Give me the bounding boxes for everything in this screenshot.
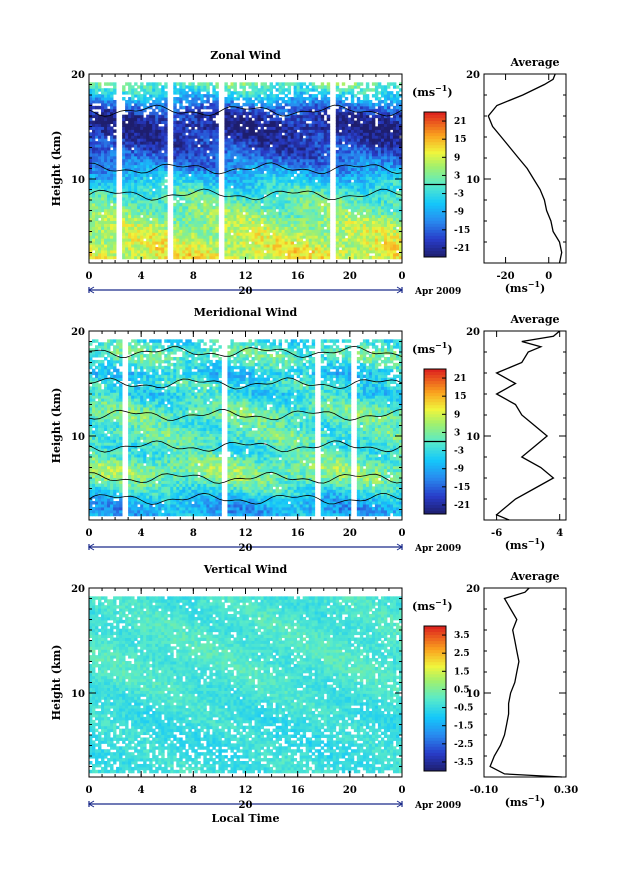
average-unit: (ms−1) (505, 279, 546, 295)
y-tick-label: 20 (71, 327, 85, 338)
colorbar-tick-label: -15 (454, 483, 470, 493)
average-y-tick-label: 10 (466, 432, 480, 443)
x-tick-label: 16 (291, 271, 305, 282)
colorbar: (ms−1)3.52.51.50.5-0.5-1.5-2.5-3.5 (412, 597, 473, 772)
y-tick-label: 10 (71, 689, 85, 700)
average-frame (484, 74, 566, 263)
x-tick-label: 20 (343, 785, 357, 796)
x-tick-label: 4 (138, 271, 145, 282)
average-frame (484, 588, 566, 777)
average-y-tick-label: 10 (466, 175, 480, 186)
colorbar-tick-label: 9 (454, 153, 460, 163)
average-y-tick-label: 20 (466, 584, 480, 595)
colorbar-tick-label: -0.5 (454, 704, 473, 714)
panel-0: Zonal Wind 0 4 8 12 16 20 0 10 20 Height (km) 20 Apr… (50, 49, 566, 297)
average-y-tick-label: 20 (466, 327, 480, 338)
average-x-tick-label: 4 (556, 528, 563, 539)
colorbar-tick-label: -3 (454, 190, 464, 200)
y-tick-label: 20 (71, 584, 85, 595)
colorbar-tick-label: 21 (454, 117, 467, 127)
x-tick-label: 16 (291, 785, 305, 796)
colorbar-tick-label: -21 (454, 501, 470, 511)
x-tick-label: 20 (343, 528, 357, 539)
colorbar-tick-label: -3 (454, 447, 464, 457)
date-marker: 20 (239, 543, 253, 554)
panel-title: Meridional Wind (194, 306, 298, 319)
y-axis-label: Height (km) (50, 131, 63, 207)
x-tick-label: 0 (399, 785, 406, 796)
colorbar-tick-label: 3 (454, 428, 460, 438)
average-frame (484, 331, 566, 520)
wind-figure: Zonal Wind 0 4 8 12 16 20 0 10 20 Height (km) 20 Apr… (0, 0, 621, 873)
average-x-tick-label: -20 (497, 271, 515, 282)
x-tick-label: 8 (190, 271, 197, 282)
colorbar-tick-label: -15 (454, 226, 470, 236)
y-tick-label: 10 (71, 432, 85, 443)
date-label: Apr 2009 (414, 801, 461, 811)
average-x-tick-label: -0.10 (470, 785, 499, 796)
colorbar-tick-label: -9 (454, 465, 464, 475)
colorbar-unit: (ms−1) (412, 597, 453, 613)
y-tick-label: 10 (71, 175, 85, 186)
panel-2: Vertical Wind 0 4 8 12 16 20 0 10 20 Height (km) 20… (50, 563, 578, 825)
heatmap-field (89, 596, 402, 773)
date-label: Apr 2009 (414, 287, 461, 297)
x-tick-label: 12 (239, 271, 253, 282)
average-title: Average (509, 570, 559, 583)
x-tick-label: 0 (86, 785, 93, 796)
average-panel: Average -20 0 10 20 (ms−1) (466, 56, 566, 295)
x-tick-label: 4 (138, 785, 145, 796)
colorbar-tick-label: 9 (454, 410, 460, 420)
panel-title: Zonal Wind (210, 49, 281, 62)
colorbar-tick-label: -3.5 (454, 758, 473, 768)
x-tick-label: 4 (138, 528, 145, 539)
colorbar-tick-label: 1.5 (454, 667, 470, 677)
colorbar-tick-label: 3 (454, 171, 460, 181)
x-tick-label: 0 (399, 271, 406, 282)
colorbar-tick-label: 2.5 (454, 649, 470, 659)
panel-title: Vertical Wind (203, 563, 288, 576)
average-unit: (ms−1) (505, 536, 546, 552)
colorbar: (ms−1) 21 15 9 3 -3 -9 -15 -21 (412, 83, 470, 258)
x-axis-label: Local Time (212, 812, 280, 825)
y-axis-label: Height (km) (50, 645, 63, 721)
x-tick-label: 0 (86, 271, 93, 282)
average-unit: (ms−1) (505, 793, 546, 809)
x-tick-label: 8 (190, 528, 197, 539)
x-tick-label: 8 (190, 785, 197, 796)
colorbar-tick-label: -1.5 (454, 722, 473, 732)
y-tick-label: 20 (71, 70, 85, 81)
colorbar: (ms−1) 21 15 9 3 -3 -9 -15 -21 (412, 340, 470, 515)
average-panel: Average -6 4 10 20 (ms−1) (466, 313, 566, 552)
colorbar-unit: (ms−1) (412, 340, 453, 356)
date-label: Apr 2009 (414, 544, 461, 554)
colorbar-tick-label: 21 (454, 374, 467, 384)
x-tick-label: 16 (291, 528, 305, 539)
x-tick-label: 12 (239, 785, 253, 796)
average-panel: Average -0.10 0.30 10 20 (ms−1) (466, 570, 578, 809)
average-y-tick-label: 20 (466, 70, 480, 81)
colorbar-unit: (ms−1) (412, 83, 453, 99)
colorbar-tick-label: 15 (454, 392, 467, 402)
colorbar-tick-label: 3.5 (454, 631, 470, 641)
colorbar-tick-label: -21 (454, 244, 470, 254)
date-marker: 20 (239, 800, 253, 811)
average-x-tick-label: 0.30 (554, 785, 578, 796)
average-y-tick-label: 10 (466, 689, 480, 700)
panel-1: Meridional Wind 0 4 8 12 16 20 0 10 20 Height (km)… (50, 306, 566, 554)
heatmap-field (89, 339, 402, 516)
x-tick-label: 20 (343, 271, 357, 282)
x-tick-label: 0 (399, 528, 406, 539)
colorbar-tick-label: 15 (454, 135, 467, 145)
y-axis-label: Height (km) (50, 388, 63, 464)
x-tick-label: 0 (86, 528, 93, 539)
average-x-tick-label: 0 (545, 271, 552, 282)
colorbar-tick-label: -9 (454, 208, 464, 218)
average-title: Average (509, 56, 559, 69)
average-x-tick-label: -6 (491, 528, 502, 539)
date-marker: 20 (239, 286, 253, 297)
colorbar-tick-label: -2.5 (454, 740, 473, 750)
average-title: Average (509, 313, 559, 326)
x-tick-label: 12 (239, 528, 253, 539)
